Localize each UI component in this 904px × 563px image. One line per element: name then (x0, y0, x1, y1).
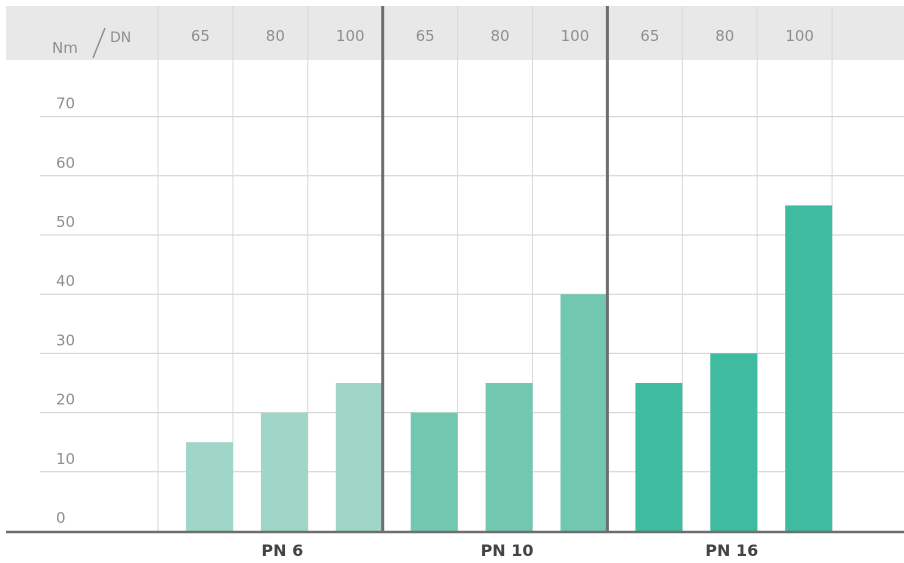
bar (410, 412, 458, 531)
y-tick-label: 30 (56, 331, 75, 349)
dn-header-label: 80 (266, 27, 285, 45)
bar (485, 383, 533, 531)
group-label: PN 10 (481, 541, 534, 560)
header-band (6, 6, 904, 60)
dn-header-label: 80 (491, 27, 510, 45)
dn-header-label: 65 (640, 27, 659, 45)
bars (186, 205, 833, 531)
grid (40, 6, 904, 531)
dn-header-label: 65 (191, 27, 210, 45)
bar (785, 205, 833, 531)
bar (710, 353, 758, 531)
group-label: PN 16 (705, 541, 758, 560)
bar (186, 442, 233, 531)
y-tick-label: 0 (56, 509, 66, 527)
y-tick-label: 60 (56, 154, 75, 172)
group-separators (6, 6, 904, 534)
y-tick-label: 50 (56, 213, 75, 231)
y-tick-label: 10 (56, 450, 75, 468)
dn-header-label: 100 (336, 27, 365, 45)
dn-header-label: 100 (785, 27, 814, 45)
dn-header-label: 80 (715, 27, 734, 45)
corner-divider (92, 27, 106, 59)
group-label: PN 6 (261, 541, 303, 560)
dn-header-label: 100 (561, 27, 590, 45)
x-unit-label: DN (110, 30, 131, 46)
bar (260, 412, 308, 531)
bar (560, 294, 608, 531)
y-tick-label: 40 (56, 272, 75, 290)
labels: Nm DN 0 10 20 30 40 50 60 70 65 80 100 PN 6 65 80 100 P… (52, 27, 814, 560)
y-unit-label: Nm (52, 39, 78, 57)
y-tick-label: 20 (56, 391, 75, 409)
dn-header-label: 65 (416, 27, 435, 45)
y-tick-label: 70 (56, 95, 75, 113)
bar (335, 383, 383, 531)
bar (635, 383, 683, 531)
